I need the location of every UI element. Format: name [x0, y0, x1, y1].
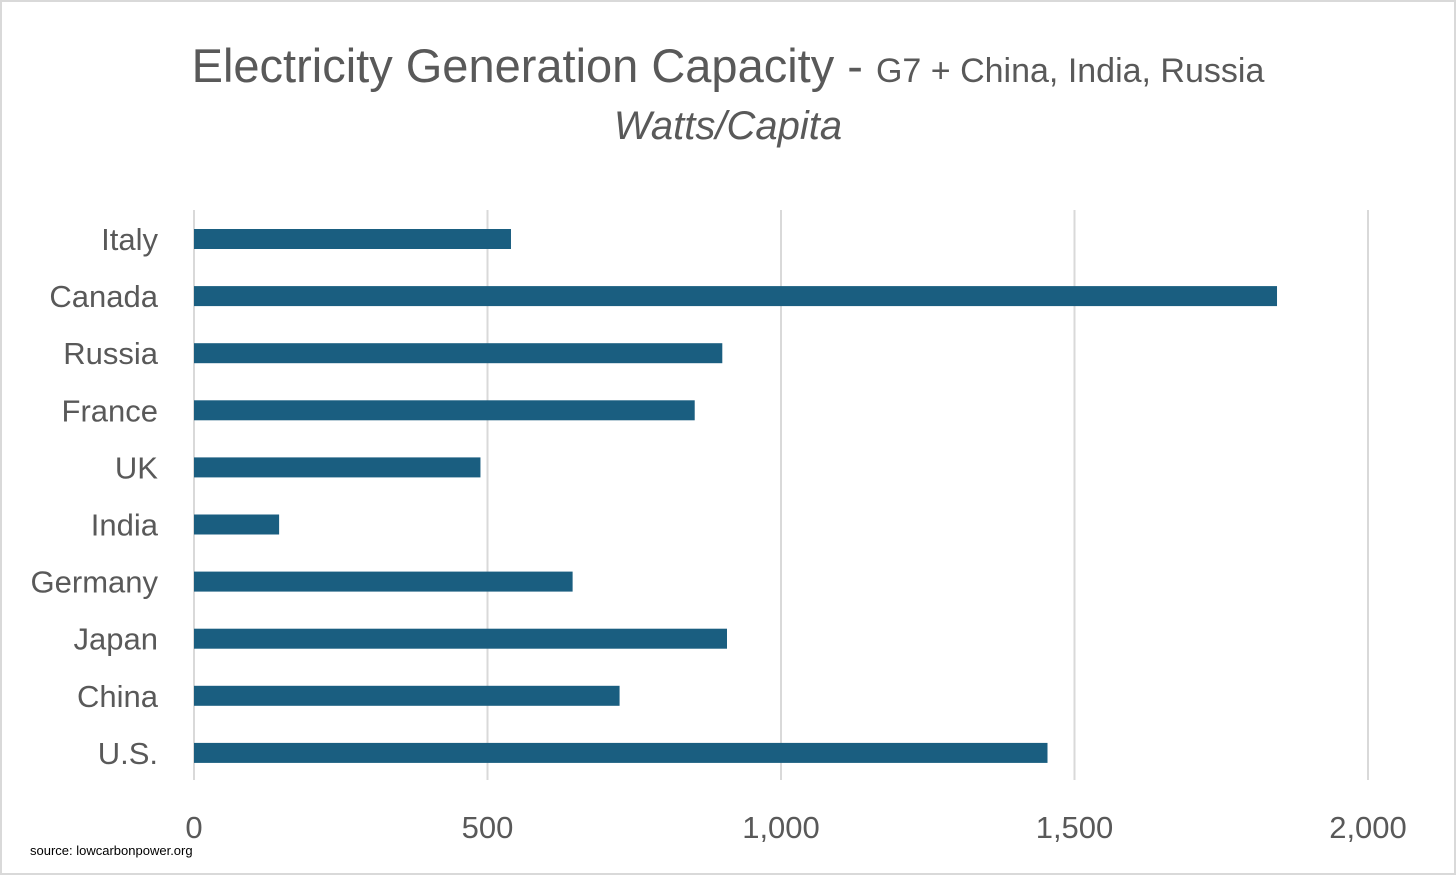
- bars: [194, 229, 1278, 763]
- category-label: Japan: [74, 622, 158, 657]
- bar: [194, 343, 723, 364]
- category-label: Russia: [63, 336, 159, 371]
- category-label: Canada: [49, 279, 158, 314]
- category-label: UK: [115, 450, 158, 485]
- category-label: France: [62, 393, 158, 428]
- category-label: U.S.: [98, 736, 158, 771]
- bar: [194, 457, 481, 478]
- category-label: Germany: [31, 565, 159, 600]
- category-labels: Italy Canada Russia France UK India Germany Jap…: [31, 222, 159, 771]
- bar: [194, 286, 1278, 307]
- bar: [194, 685, 620, 706]
- category-label: Italy: [101, 222, 158, 257]
- chart-title-main: Electricity Generation Capacity -: [191, 39, 876, 92]
- category-label: India: [91, 508, 159, 543]
- x-tick-label: 1,000: [742, 810, 820, 845]
- bar: [194, 229, 511, 249]
- x-tick-labels: 0 500 1,000 1,500 2,000: [185, 810, 1406, 845]
- x-tick-label: 2,000: [1329, 810, 1407, 845]
- x-tick-label: 0: [185, 810, 202, 845]
- x-tick-label: 1,500: [1036, 810, 1114, 845]
- bar: [194, 571, 573, 592]
- x-tick-label: 500: [462, 810, 514, 845]
- bar: [194, 742, 1048, 763]
- category-label: China: [77, 679, 159, 714]
- source-note: source: lowcarbonpower.org: [30, 843, 193, 858]
- chart-title: Electricity Generation Capacity - G7 + C…: [0, 38, 1456, 93]
- chart-subtitle: Watts/Capita: [613, 104, 843, 148]
- bar: [194, 514, 280, 535]
- bar: [194, 400, 695, 421]
- chart-title-suffix: G7 + China, India, Russia: [875, 52, 1265, 90]
- bar: [194, 628, 727, 649]
